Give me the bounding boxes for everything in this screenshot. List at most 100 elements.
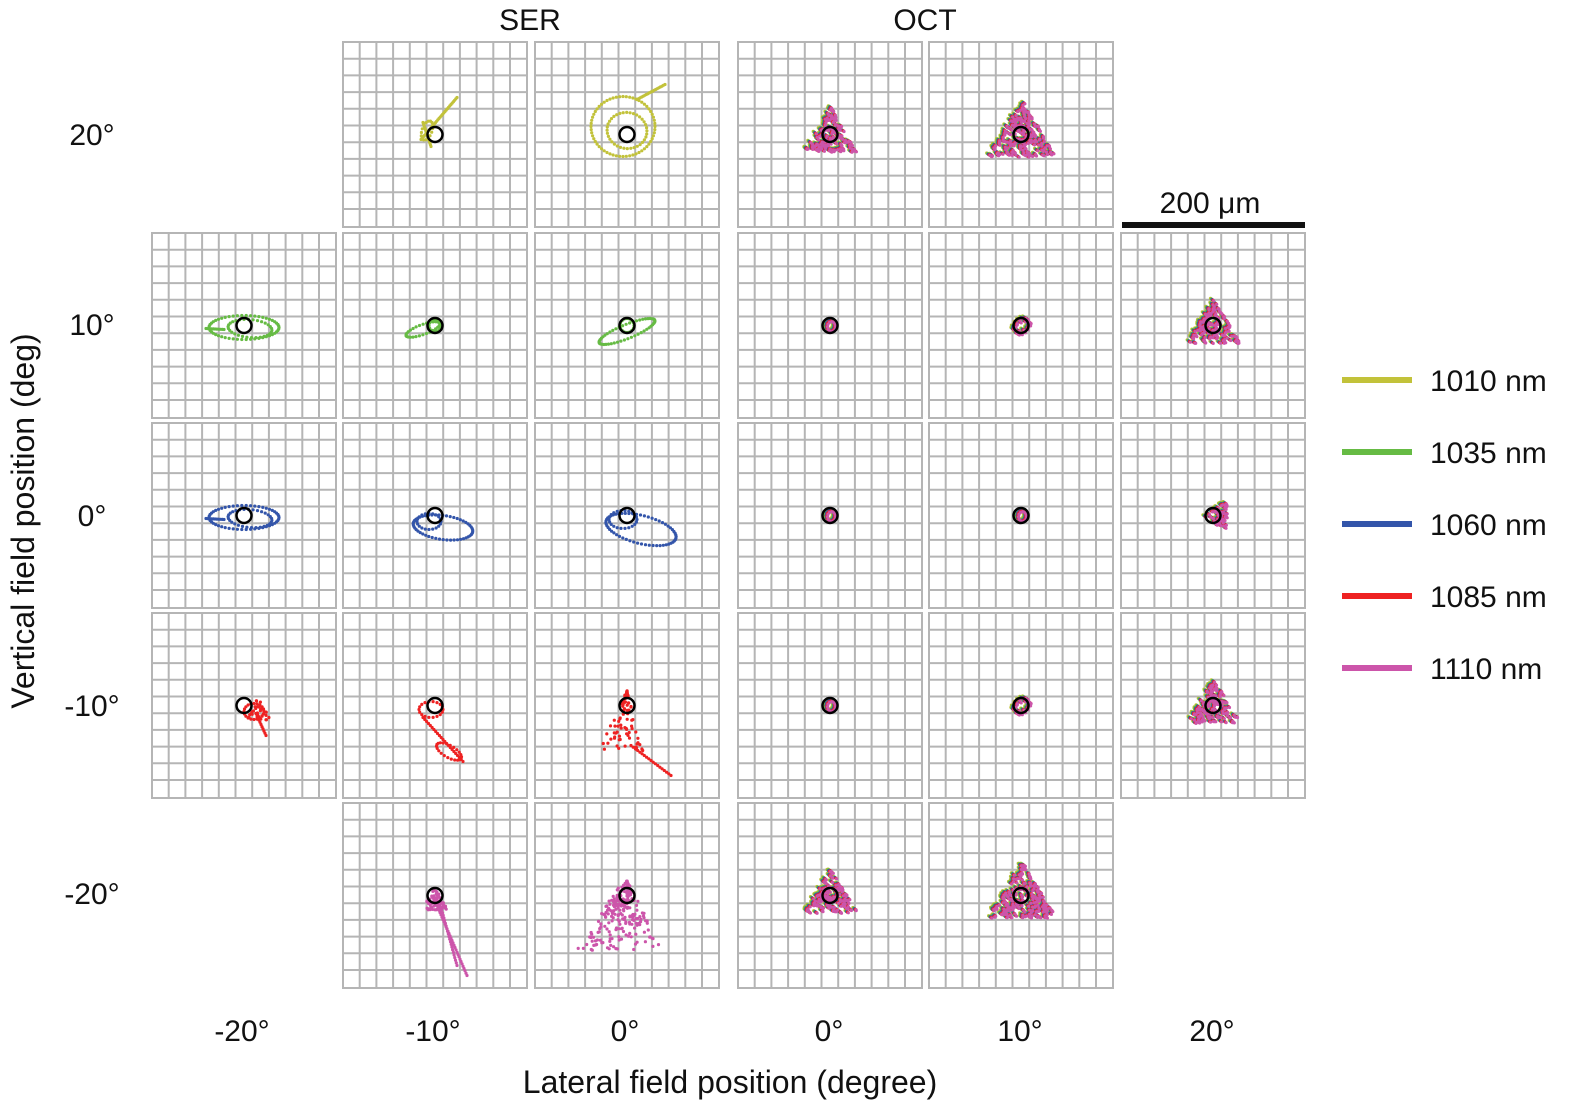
spot-dot [617, 534, 622, 539]
spot-dot [631, 718, 635, 722]
spot-dot [255, 712, 259, 716]
panel-frame [151, 422, 337, 609]
spot-dot [453, 758, 457, 762]
spot-dot [267, 317, 272, 321]
spot-dot [220, 506, 224, 510]
spot-dot [653, 124, 657, 129]
spot-dot [216, 507, 221, 511]
spot-dot [621, 94, 625, 99]
spot-dot [1203, 336, 1207, 340]
spot-dot [836, 148, 840, 152]
panel-frame [534, 422, 720, 609]
spot-panel [737, 232, 923, 419]
spot-dot [613, 724, 617, 728]
spot-dot [625, 708, 629, 713]
spot-dot [1195, 335, 1199, 339]
spot-dot [638, 115, 642, 119]
spot-dot [612, 731, 616, 735]
spot-dot [1031, 154, 1035, 158]
spot-dot [619, 726, 623, 730]
spot-dot [1017, 155, 1021, 159]
spot-dot [832, 117, 836, 121]
spot-dot [669, 773, 673, 778]
spot-dot [645, 129, 649, 133]
spot-dot [618, 111, 622, 115]
spot-dot [612, 142, 617, 146]
spot-dot [1212, 299, 1216, 303]
spot-dot [236, 333, 240, 337]
spot-dot [841, 137, 845, 141]
spot-dot [1005, 140, 1010, 144]
spot-dot [1201, 325, 1205, 329]
spot-dot [419, 134, 423, 138]
spot-dot [1031, 132, 1035, 136]
spot-dot [263, 321, 267, 325]
spot-dot [1023, 102, 1027, 106]
spot-dot [591, 134, 595, 138]
spot-dot [262, 524, 266, 529]
panel-frame [737, 41, 923, 228]
spot-dot [448, 515, 452, 519]
spot-dot [636, 541, 640, 545]
spot-dot [459, 537, 463, 541]
spot-dot [1011, 115, 1015, 119]
spot-dot [828, 147, 832, 151]
spot-dot [214, 318, 218, 322]
spot-dot [623, 511, 627, 515]
spot-dot [1037, 143, 1041, 147]
spot-dot [267, 715, 271, 720]
spot-dot [608, 97, 612, 101]
spot-dot [434, 526, 438, 530]
spot-dot [608, 330, 612, 334]
spot-dot [634, 152, 638, 156]
spot-dot [1222, 315, 1226, 319]
spot-dot [216, 524, 221, 528]
spot-dot [1194, 341, 1198, 345]
spot-dot [642, 514, 647, 518]
spot-dot [254, 699, 258, 703]
spot-dot [233, 332, 237, 336]
spot-dot [652, 131, 656, 135]
spot-dot [608, 724, 613, 728]
spot-dot [223, 315, 227, 319]
spot-dot [246, 703, 250, 707]
spot-dot [625, 110, 629, 114]
spot-dot [231, 314, 235, 318]
spot-dot [606, 122, 610, 126]
spot-dot [589, 128, 593, 132]
panel-frame [342, 612, 528, 799]
spot-dot [634, 319, 639, 323]
spot-dot [638, 318, 642, 322]
spot-dot [619, 723, 623, 727]
spot-dot [590, 131, 594, 135]
spot-dot [249, 526, 254, 530]
spot-panel [928, 41, 1114, 228]
spot-dot [1021, 133, 1026, 137]
spot-dot [674, 535, 678, 539]
spot-dot [251, 318, 255, 322]
spot-dot [631, 153, 635, 157]
spot-dot [1029, 141, 1033, 145]
spot-dot [424, 121, 428, 125]
spot-dot [615, 533, 619, 537]
spot-dot [639, 331, 643, 335]
spot-dot [235, 527, 239, 531]
spot-dot [430, 535, 434, 540]
spot-dot [615, 340, 620, 344]
spot-dot [1025, 110, 1030, 114]
spot-dot [1018, 144, 1023, 148]
spot-dot [627, 736, 632, 740]
spot-dot [624, 322, 628, 326]
spot-dot [256, 705, 260, 709]
spot-dot [267, 507, 272, 511]
spot-dot [636, 736, 640, 740]
spot-dot [1016, 110, 1020, 114]
spot-dot [611, 96, 615, 100]
spot-dot [846, 140, 850, 144]
spot-dot [645, 132, 649, 136]
spot-dot [263, 511, 267, 515]
spot-dot [1014, 153, 1018, 157]
spot-dot [1009, 133, 1013, 137]
spot-dot [258, 335, 262, 339]
spot-dot [452, 538, 456, 542]
